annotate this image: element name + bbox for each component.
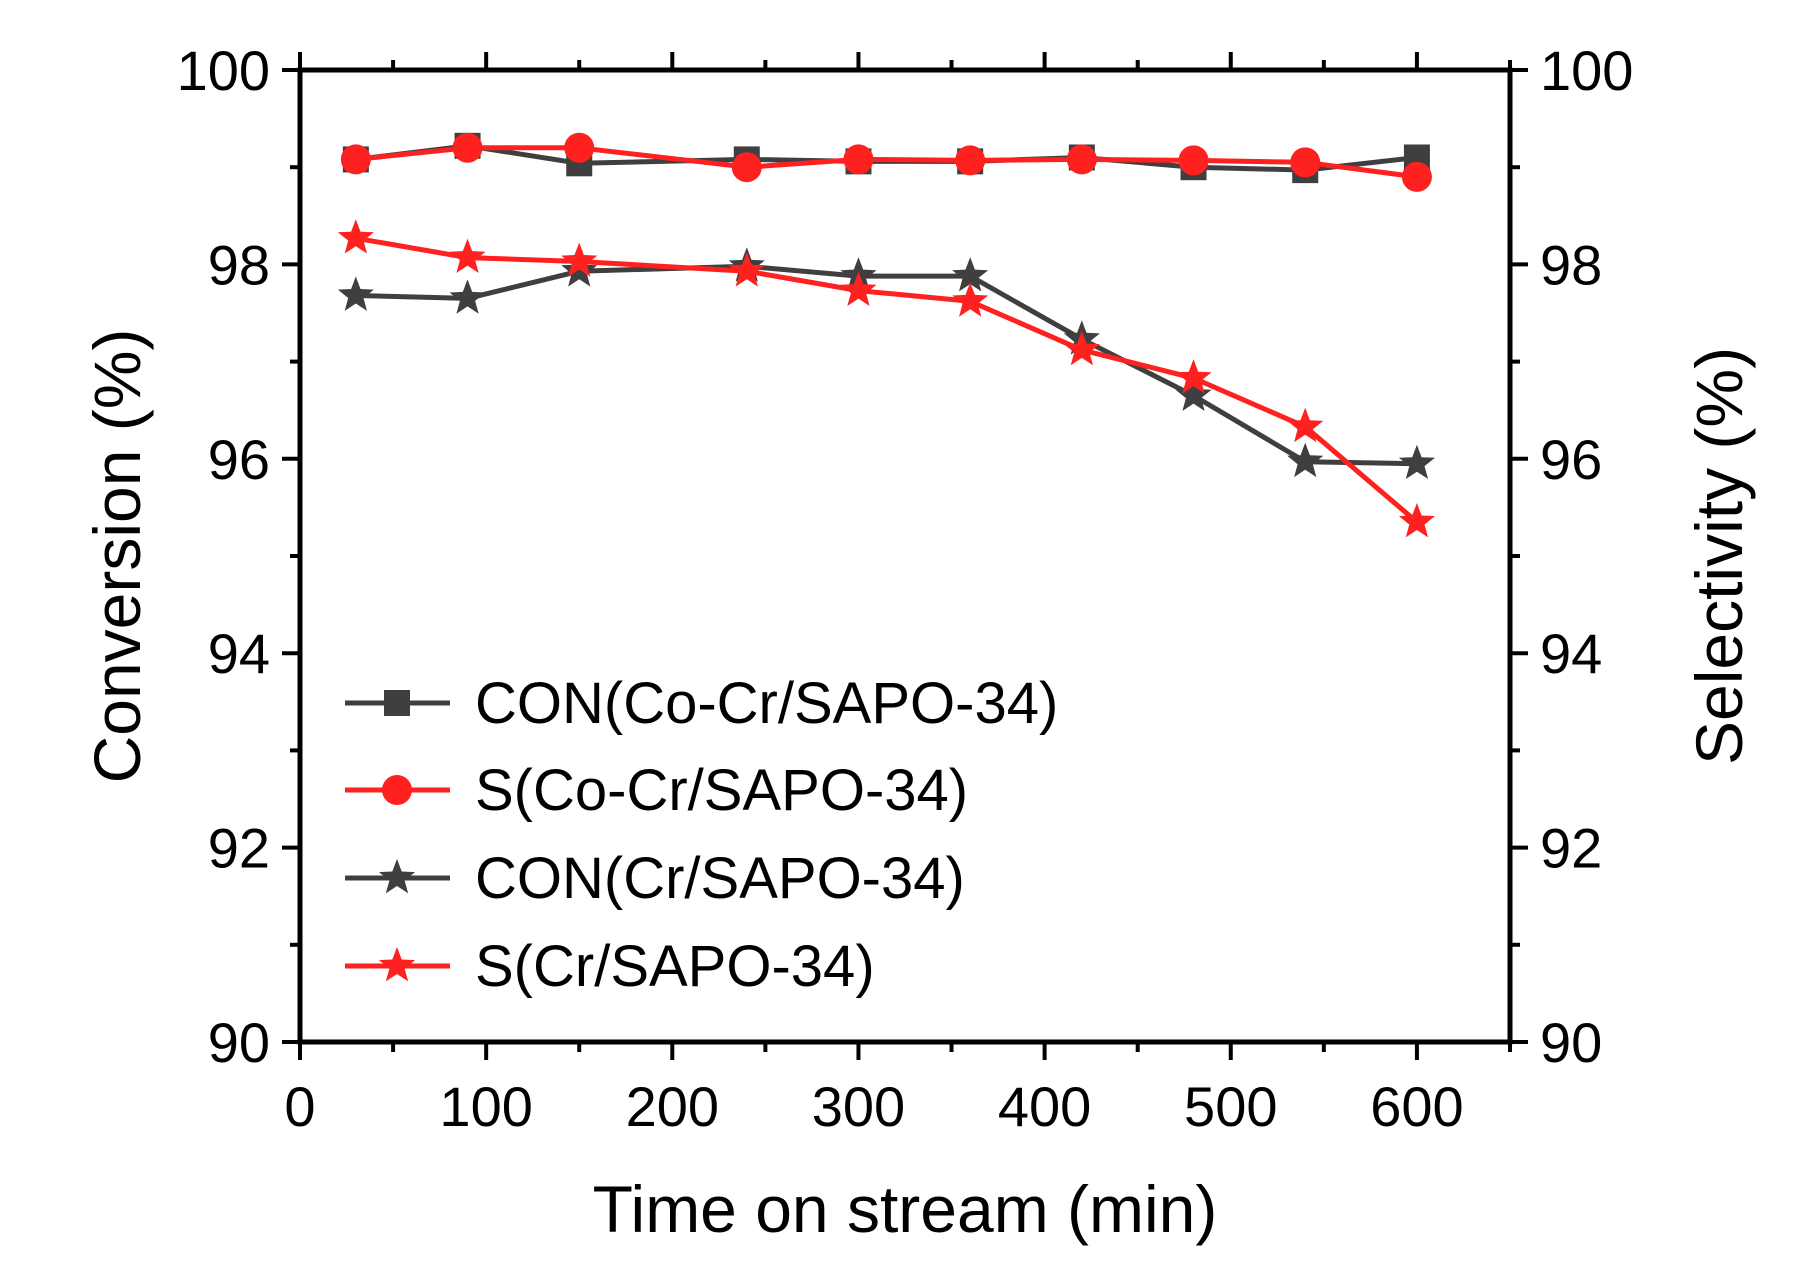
data-point bbox=[337, 219, 374, 254]
y-tick-label-right: 100 bbox=[1540, 39, 1633, 102]
y-tick-label-left: 92 bbox=[208, 817, 270, 880]
x-axis-title: Time on stream (min) bbox=[593, 1172, 1218, 1246]
legend-marker bbox=[382, 775, 412, 805]
legend-item-0: CON(Co-Cr/SAPO-34) bbox=[345, 671, 1058, 736]
x-tick-label: 300 bbox=[812, 1075, 905, 1138]
data-point bbox=[731, 152, 762, 183]
data-point bbox=[952, 257, 989, 292]
series-3 bbox=[337, 219, 1435, 538]
data-point bbox=[1178, 145, 1209, 176]
series-layer bbox=[337, 132, 1435, 538]
legend-label: CON(Co-Cr/SAPO-34) bbox=[475, 671, 1058, 736]
data-point bbox=[1398, 444, 1435, 479]
y-tick-label-left: 90 bbox=[208, 1011, 270, 1074]
data-point bbox=[1287, 442, 1324, 478]
y-tick-label-right: 94 bbox=[1540, 622, 1602, 685]
x-tick-label: 500 bbox=[1184, 1075, 1277, 1138]
y-axis-title-left: Conversion (%) bbox=[80, 329, 154, 784]
data-point bbox=[955, 145, 986, 176]
data-point bbox=[1401, 161, 1432, 192]
y-tick-label-left: 96 bbox=[208, 428, 270, 491]
x-tick-label: 100 bbox=[439, 1075, 532, 1138]
y-tick-label-right: 98 bbox=[1540, 233, 1602, 296]
y-tick-label-left: 98 bbox=[208, 233, 270, 296]
legend-label: S(Cr/SAPO-34) bbox=[475, 934, 875, 999]
data-point bbox=[337, 276, 374, 311]
y-tick-label-right: 96 bbox=[1540, 428, 1602, 491]
data-point bbox=[564, 132, 595, 163]
legend-marker bbox=[384, 690, 410, 716]
x-tick-label: 600 bbox=[1370, 1075, 1463, 1138]
ticks-layer: 0 100 200 300 400 500 600 90 90 92 92 94 94 96 96 98 98 1… bbox=[177, 39, 1634, 1138]
y-tick-label-right: 90 bbox=[1540, 1011, 1602, 1074]
series-line bbox=[355, 145, 1418, 180]
legend-label: S(Co-Cr/SAPO-34) bbox=[475, 758, 968, 823]
data-point bbox=[1175, 376, 1212, 411]
data-point bbox=[340, 144, 371, 175]
data-point bbox=[952, 282, 989, 317]
data-point bbox=[449, 279, 486, 314]
legend-marker bbox=[378, 859, 416, 894]
x-tick-label: 400 bbox=[998, 1075, 1091, 1138]
legend-label: CON(Cr/SAPO-34) bbox=[475, 846, 965, 911]
data-point bbox=[561, 242, 598, 277]
data-point bbox=[1398, 503, 1435, 538]
data-point bbox=[1287, 407, 1324, 443]
data-point bbox=[1290, 147, 1321, 178]
legend: CON(Co-Cr/SAPO-34) S(Co-Cr/SAPO-34) CON(Cr… bbox=[345, 671, 1058, 999]
data-point bbox=[840, 271, 877, 306]
series-1 bbox=[340, 132, 1432, 192]
y-tick-label-left: 94 bbox=[208, 622, 270, 685]
data-point bbox=[449, 238, 486, 273]
legend-marker bbox=[378, 947, 416, 982]
data-point bbox=[843, 144, 874, 175]
series-2 bbox=[337, 247, 1435, 479]
data-point bbox=[1175, 359, 1212, 394]
data-point bbox=[452, 132, 483, 163]
y-tick-label-right: 92 bbox=[1540, 817, 1602, 880]
data-point bbox=[728, 252, 765, 287]
x-tick-label: 200 bbox=[626, 1075, 719, 1138]
series-line bbox=[355, 235, 1419, 524]
data-point bbox=[1063, 330, 1100, 366]
data-point bbox=[1066, 144, 1097, 175]
y-tick-label-left: 100 bbox=[177, 39, 270, 102]
legend-item-3: S(Cr/SAPO-34) bbox=[345, 934, 875, 999]
legend-item-1: S(Co-Cr/SAPO-34) bbox=[345, 758, 968, 823]
legend-item-2: CON(Cr/SAPO-34) bbox=[345, 846, 965, 911]
x-tick-label: 0 bbox=[284, 1075, 315, 1138]
series-line bbox=[355, 263, 1417, 467]
y-axis-title-right: Selectivity (%) bbox=[1682, 347, 1756, 765]
